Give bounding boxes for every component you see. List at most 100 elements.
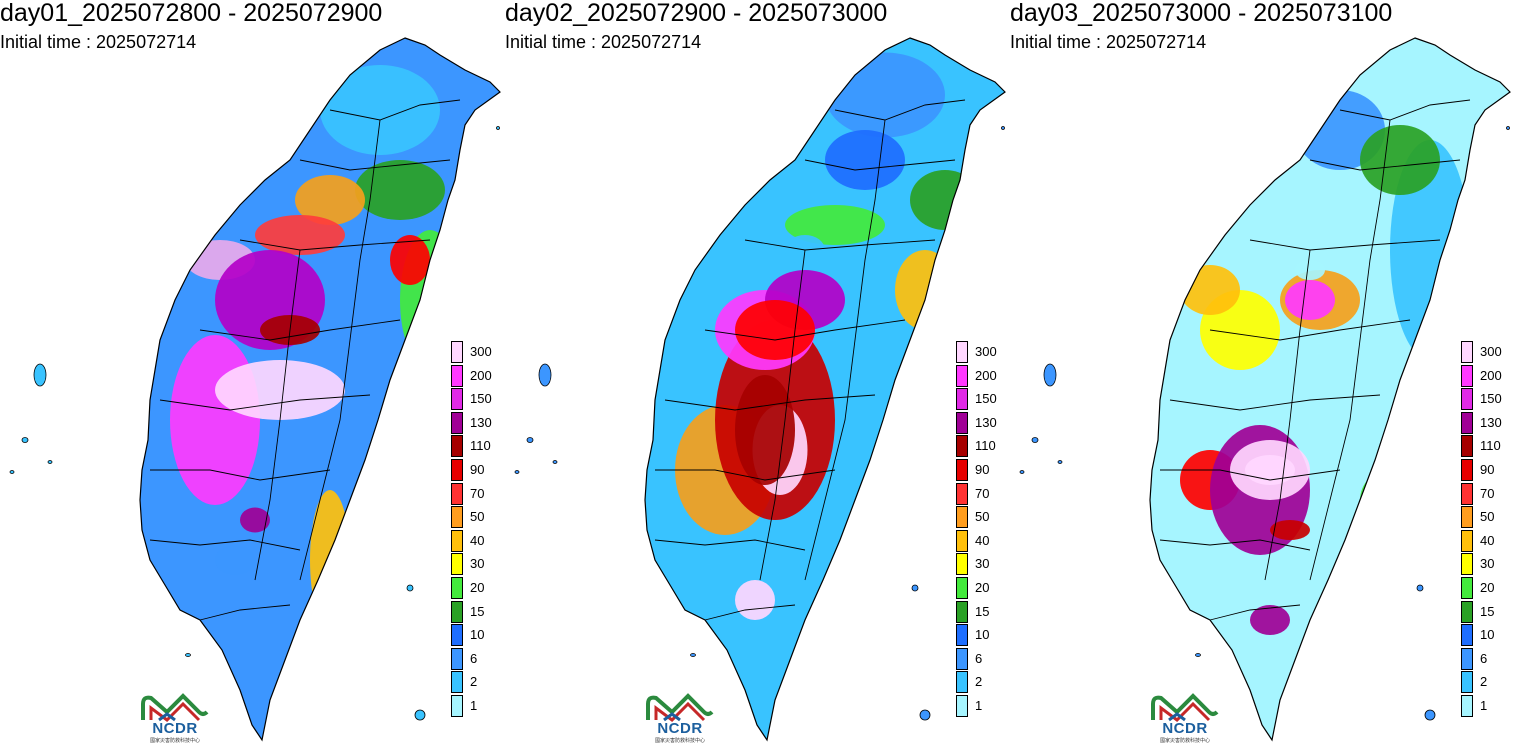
legend-swatch	[1461, 459, 1473, 481]
legend-swatch	[451, 671, 463, 694]
offshore-island	[33, 363, 47, 387]
county-boundary	[1309, 119, 1391, 581]
county-boundary	[254, 249, 301, 581]
logo-name: NCDR	[152, 720, 198, 737]
offshore-island	[1031, 437, 1039, 443]
legend-swatch	[1461, 388, 1473, 411]
legend-label: 2	[1480, 674, 1488, 690]
county-boundary	[149, 539, 301, 551]
legend-label: 1	[470, 698, 478, 713]
rain-field-region	[1250, 605, 1290, 635]
rain-field-region	[785, 205, 885, 245]
legend-swatch	[956, 364, 968, 387]
legend-label: 200	[470, 367, 492, 383]
legend-label: 40	[1480, 532, 1495, 548]
ncdr-logo: NCDR 國家災害防救科技中心	[137, 690, 213, 746]
legend-label: 15	[975, 603, 990, 619]
county-boundary	[759, 249, 806, 581]
legend-swatch	[451, 482, 463, 505]
logo-subtitle: 國家災害防救科技中心	[1159, 738, 1210, 744]
legend-label: 300	[975, 344, 997, 359]
rain-field-region	[215, 545, 255, 575]
legend-label: 150	[1480, 391, 1502, 407]
legend-swatch	[451, 341, 463, 363]
legend-swatch	[956, 459, 968, 481]
rain-field-region	[1285, 280, 1335, 320]
legend-label: 200	[1480, 367, 1502, 383]
county-boundary	[239, 239, 431, 251]
ncdr-logo-icon	[646, 693, 714, 722]
county-boundary	[1160, 469, 1341, 481]
rain-field-region	[825, 52, 945, 138]
legend-label: 2	[975, 674, 983, 690]
legend-label: 110	[1480, 438, 1501, 454]
legend-swatch	[956, 506, 968, 529]
logo-subtitle: 國家災害防救科技中心	[149, 738, 200, 744]
rain-field-region	[215, 360, 345, 420]
offshore-island	[9, 470, 15, 474]
ncdr-logo-icon	[1151, 693, 1219, 722]
legend-swatch	[1461, 411, 1473, 434]
legend-swatch	[956, 341, 968, 363]
offshore-island	[1195, 653, 1201, 657]
legend-label: 20	[470, 580, 485, 595]
county-boundary	[804, 119, 886, 581]
legend-label: 10	[975, 627, 990, 643]
rainfall-map	[514, 37, 1006, 742]
county-boundary	[804, 159, 956, 171]
county-boundary	[1159, 539, 1311, 551]
rain-field-region	[895, 400, 955, 480]
rain-field-region	[240, 507, 270, 533]
county-boundary	[704, 604, 796, 621]
legend-swatch	[1461, 577, 1473, 599]
rain-field-region	[1295, 260, 1325, 280]
county-boundary	[1249, 239, 1441, 251]
panel-day01: day01_2025072800 - 2025072900 Initial ti…	[0, 0, 505, 749]
legend-swatch	[956, 671, 968, 694]
legend-swatch	[1461, 435, 1473, 458]
rain-field-region	[735, 580, 775, 620]
legend-label: 15	[1480, 603, 1495, 619]
county-boundary	[1339, 99, 1471, 121]
rain-field-region	[1360, 470, 1420, 530]
panel-initial-time: Initial time : 2025072714	[505, 32, 702, 52]
legend-label: 70	[470, 485, 485, 501]
legend-swatch	[451, 459, 463, 481]
legend-label: 130	[975, 414, 997, 430]
legend-label: 150	[975, 391, 997, 407]
panel-day02: day02_2025072900 - 2025073000 Initial ti…	[505, 0, 1010, 749]
county-boundary	[1209, 604, 1301, 621]
legend-swatch	[451, 435, 463, 458]
legend-swatch	[956, 600, 968, 623]
offshore-island	[185, 653, 191, 657]
panel-day03: day03_2025073000 - 2025073100 Initial ti…	[1010, 0, 1515, 749]
offshore-island	[514, 470, 520, 474]
county-boundary	[199, 319, 401, 341]
legend-label: 1	[1480, 698, 1488, 713]
legend-label: 110	[470, 438, 491, 454]
legend-label: 40	[975, 532, 990, 548]
legend-swatch	[1461, 341, 1473, 363]
ncdr-logo: NCDR 國家災害防救科技中心	[1147, 690, 1223, 746]
offshore-island	[911, 584, 919, 592]
county-boundary	[299, 119, 381, 581]
legend-label: 300	[1480, 344, 1502, 359]
rain-field-region	[1245, 455, 1295, 485]
panel-initial-time: Initial time : 2025072714	[1010, 32, 1207, 52]
offshore-island	[919, 709, 931, 721]
county-boundary	[159, 394, 371, 411]
legend-swatch	[1461, 482, 1473, 505]
rain-field-region	[170, 335, 260, 505]
legend-swatch	[451, 647, 463, 670]
county-boundary	[834, 99, 966, 121]
logo-name: NCDR	[1162, 720, 1208, 737]
legend-swatch	[451, 364, 463, 387]
rain-field-region	[1270, 520, 1310, 540]
legend-swatch	[451, 411, 463, 434]
legend-swatch	[451, 624, 463, 647]
legend-label: 30	[470, 556, 485, 572]
panel-title: day03_2025073000 - 2025073100	[1010, 0, 1393, 27]
legend-label: 90	[1480, 462, 1495, 477]
rainfall-legend: 300 200 150 130 110 90 70 50 40 30 20 15 10 6 2 1	[451, 341, 511, 741]
rain-field-region	[735, 300, 815, 360]
